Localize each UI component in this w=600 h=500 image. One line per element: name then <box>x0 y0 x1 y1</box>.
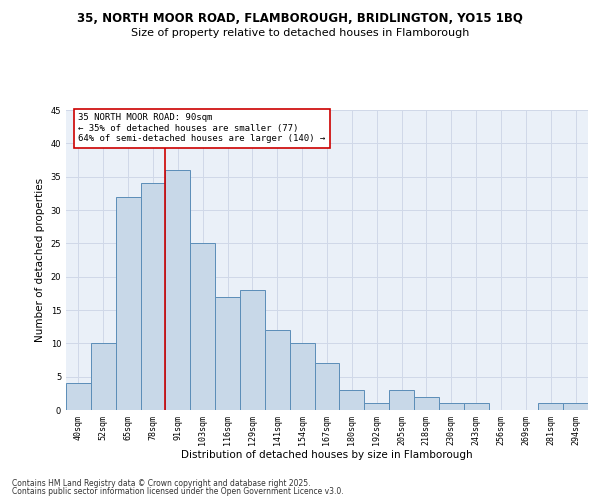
Bar <box>364 404 389 410</box>
Text: 35 NORTH MOOR ROAD: 90sqm
← 35% of detached houses are smaller (77)
64% of semi-: 35 NORTH MOOR ROAD: 90sqm ← 35% of detac… <box>79 114 326 143</box>
Bar <box>240 290 265 410</box>
Bar <box>290 344 314 410</box>
Bar <box>91 344 116 410</box>
Text: Contains public sector information licensed under the Open Government Licence v3: Contains public sector information licen… <box>12 487 344 496</box>
Bar <box>414 396 439 410</box>
Bar <box>340 390 364 410</box>
Bar <box>464 404 488 410</box>
Bar <box>140 184 166 410</box>
Bar <box>538 404 563 410</box>
Bar <box>439 404 464 410</box>
Bar <box>116 196 140 410</box>
Text: 35, NORTH MOOR ROAD, FLAMBOROUGH, BRIDLINGTON, YO15 1BQ: 35, NORTH MOOR ROAD, FLAMBOROUGH, BRIDLI… <box>77 12 523 26</box>
Bar <box>215 296 240 410</box>
Bar <box>66 384 91 410</box>
Bar <box>563 404 588 410</box>
X-axis label: Distribution of detached houses by size in Flamborough: Distribution of detached houses by size … <box>181 450 473 460</box>
Y-axis label: Number of detached properties: Number of detached properties <box>35 178 45 342</box>
Bar <box>190 244 215 410</box>
Bar <box>265 330 290 410</box>
Text: Contains HM Land Registry data © Crown copyright and database right 2025.: Contains HM Land Registry data © Crown c… <box>12 478 311 488</box>
Bar <box>389 390 414 410</box>
Bar <box>166 170 190 410</box>
Text: Size of property relative to detached houses in Flamborough: Size of property relative to detached ho… <box>131 28 469 38</box>
Bar <box>314 364 340 410</box>
